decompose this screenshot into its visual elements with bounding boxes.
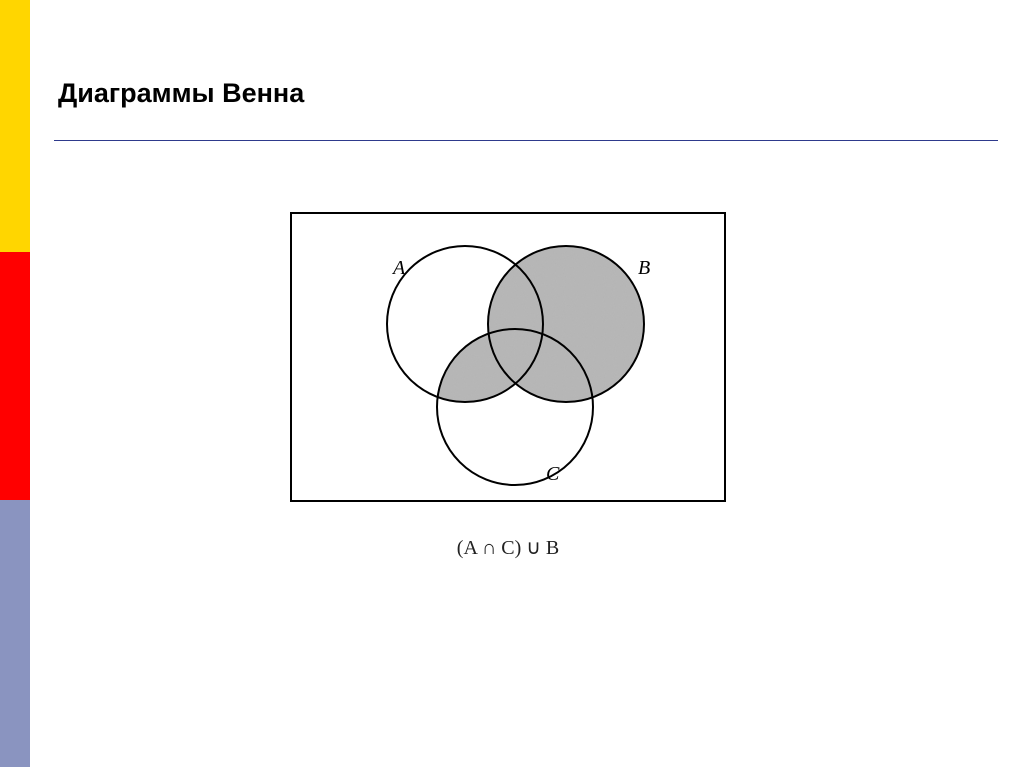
title-divider (54, 140, 998, 141)
venn-svg: A B C (290, 212, 726, 502)
venn-caption: (A ∩ C) ∪ B (290, 535, 726, 560)
accent-sidebar (0, 0, 30, 767)
venn-diagram: A B C (A ∩ C) ∪ B (290, 212, 726, 560)
page-title: Диаграммы Венна (58, 78, 304, 109)
set-label-C: C (546, 463, 560, 485)
accent-sidebar-segment (0, 252, 30, 500)
accent-sidebar-segment (0, 500, 30, 767)
set-label-A: A (391, 257, 406, 279)
set-label-B: B (638, 257, 650, 279)
accent-sidebar-segment (0, 0, 30, 252)
slide: Диаграммы Венна A B C (A ∩ C) ∪ B (0, 0, 1024, 767)
